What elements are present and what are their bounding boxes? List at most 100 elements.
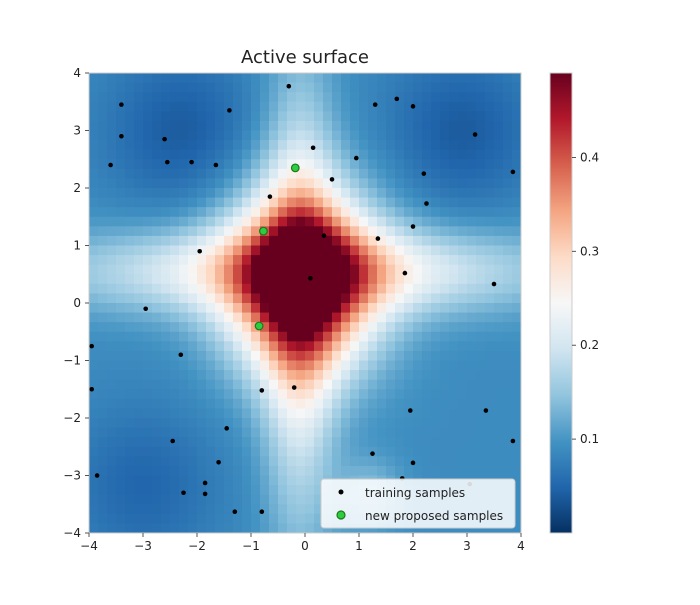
heatmap-cell [449, 216, 459, 227]
heatmap-cell [386, 264, 396, 275]
heatmap-cell [395, 274, 405, 285]
heatmap-cell [377, 120, 387, 132]
heatmap-cell [467, 312, 477, 323]
heatmap-cell [206, 379, 216, 390]
heatmap-cell [395, 149, 405, 160]
heatmap-cell [215, 111, 225, 122]
heatmap-cell [413, 216, 423, 227]
heatmap-cell [197, 168, 207, 180]
training-sample-point [329, 177, 335, 182]
heatmap-cell [431, 82, 441, 93]
heatmap-cell [125, 120, 135, 132]
heatmap-cell [512, 322, 521, 333]
heatmap-cell [458, 389, 468, 400]
heatmap-cell [368, 264, 378, 275]
heatmap-cell [512, 226, 521, 237]
heatmap-cell [476, 168, 486, 180]
heatmap-cell [395, 303, 405, 314]
heatmap-cell [350, 82, 360, 93]
heatmap-cell [314, 235, 324, 247]
heatmap-cell [332, 245, 342, 256]
heatmap-cell [494, 379, 504, 390]
heatmap-cell [404, 207, 414, 218]
heatmap-cell [215, 140, 225, 151]
heatmap-cell [404, 111, 414, 122]
heatmap-cell [242, 475, 252, 486]
heatmap-cell [296, 303, 306, 314]
heatmap-cell [341, 264, 351, 275]
heatmap-cell [296, 283, 306, 295]
heatmap-cell [251, 446, 261, 457]
heatmap-cell [413, 456, 423, 467]
legend-label-proposed: new proposed samples [365, 509, 503, 523]
heatmap-cell [287, 408, 297, 419]
heatmap-cell [242, 207, 252, 218]
heatmap-cell [305, 264, 315, 275]
heatmap-cell [134, 418, 144, 429]
heatmap-cell [359, 293, 369, 304]
heatmap-cell [278, 398, 288, 410]
heatmap-cell [458, 370, 468, 381]
heatmap-cell [512, 140, 521, 151]
heatmap-cell [143, 312, 153, 323]
training-sample-point [310, 145, 316, 151]
training-sample-point [143, 306, 148, 312]
heatmap-cell [332, 379, 342, 390]
heatmap-cell [125, 494, 135, 505]
heatmap-cell [512, 92, 521, 103]
heatmap-cell [440, 446, 450, 457]
heatmap-cell [197, 408, 207, 419]
heatmap-cell [161, 494, 171, 505]
heatmap-cell [98, 178, 108, 189]
heatmap-cell [359, 360, 369, 371]
heatmap-cell [188, 341, 198, 352]
heatmap-cell [422, 446, 432, 457]
heatmap-cell [314, 331, 324, 342]
training-sample-point [370, 451, 375, 456]
heatmap-cell [476, 188, 486, 199]
heatmap-cell [431, 168, 441, 180]
heatmap-cell [278, 274, 288, 285]
heatmap-cell [440, 82, 450, 93]
heatmap-cell [431, 303, 441, 314]
heatmap-cell [269, 341, 279, 352]
heatmap-cell [296, 120, 306, 132]
heatmap-cell [215, 350, 225, 362]
heatmap-cell [242, 168, 252, 180]
heatmap-cell [224, 446, 234, 457]
heatmap-cell [278, 350, 288, 362]
heatmap-cell [143, 216, 153, 227]
heatmap-cell [350, 188, 360, 199]
heatmap-cell [485, 130, 495, 141]
heatmap-cell [314, 149, 324, 160]
heatmap-cell [368, 360, 378, 371]
heatmap-cell [332, 216, 342, 227]
heatmap-cell [107, 264, 117, 275]
heatmap-cell [152, 389, 162, 400]
heatmap-cell [503, 235, 513, 247]
heatmap-cell [170, 322, 180, 333]
heatmap-cell [314, 178, 324, 189]
heatmap-cell [476, 389, 486, 400]
heatmap-cell [341, 427, 351, 438]
heatmap-cell [224, 149, 234, 160]
heatmap-cell [359, 264, 369, 275]
heatmap-cell [440, 418, 450, 429]
heatmap-cell [161, 418, 171, 429]
heatmap-cell [395, 245, 405, 256]
heatmap-cell [332, 178, 342, 189]
y-tick-label: 0 [73, 296, 81, 310]
heatmap-cell [260, 255, 270, 266]
heatmap-cell [125, 504, 135, 515]
heatmap-cell [476, 130, 486, 141]
heatmap-cell [341, 130, 351, 141]
training-sample-point [181, 490, 186, 496]
heatmap-cell [89, 312, 99, 323]
heatmap-cell [224, 159, 234, 170]
x-tick-label: 3 [463, 539, 471, 553]
heatmap-cell [485, 465, 495, 477]
heatmap-cell [314, 159, 324, 170]
heatmap-cell [350, 73, 360, 84]
heatmap-cell [89, 101, 99, 112]
heatmap-cell [188, 168, 198, 180]
